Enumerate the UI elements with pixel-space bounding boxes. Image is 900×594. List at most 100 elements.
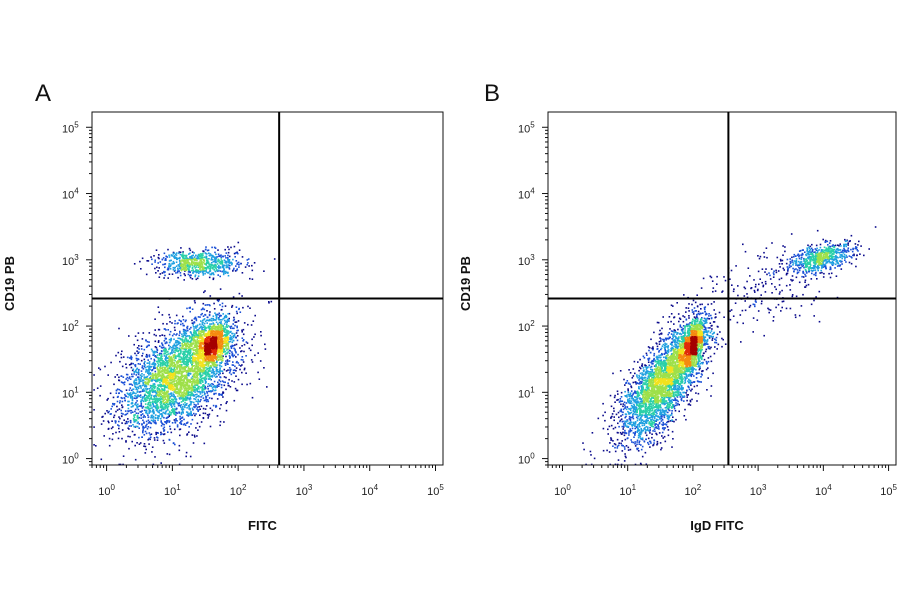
event-dot xyxy=(189,256,191,258)
event-dot xyxy=(209,356,212,359)
event-dot xyxy=(158,371,161,373)
event-dot xyxy=(151,389,153,392)
event-dot xyxy=(140,399,143,401)
event-dot xyxy=(183,359,185,361)
event-dot xyxy=(219,347,222,350)
event-dot xyxy=(174,371,176,374)
event-dot xyxy=(93,426,95,428)
event-dot xyxy=(183,332,185,335)
event-dot xyxy=(215,318,218,320)
event-dot xyxy=(152,365,155,368)
event-dot xyxy=(247,262,249,264)
event-dot xyxy=(196,324,199,327)
event-dot xyxy=(144,360,146,363)
event-dot xyxy=(153,358,156,361)
event-dot xyxy=(215,363,217,366)
event-dot xyxy=(197,359,199,361)
event-dot xyxy=(215,358,217,361)
event-dot xyxy=(218,383,221,385)
event-dot xyxy=(187,373,189,376)
event-dot xyxy=(167,329,169,331)
event-dot xyxy=(190,387,192,389)
event-dot xyxy=(140,376,142,379)
event-dot xyxy=(196,393,198,396)
event-dot xyxy=(219,326,221,329)
event-dot xyxy=(148,367,150,369)
event-dot xyxy=(153,421,156,424)
event-dot xyxy=(204,334,207,336)
event-dot xyxy=(140,417,142,419)
event-dot xyxy=(175,414,177,416)
event-dot xyxy=(144,445,147,448)
event-dot xyxy=(161,414,164,417)
event-dot xyxy=(146,370,149,372)
event-dot xyxy=(107,374,109,376)
event-dot xyxy=(179,389,182,391)
event-dot xyxy=(203,338,205,341)
event-dot xyxy=(185,340,188,342)
event-dot xyxy=(139,379,141,381)
event-dot xyxy=(174,421,176,423)
event-dot xyxy=(181,254,183,256)
event-dot xyxy=(134,352,136,355)
event-dot xyxy=(179,395,182,397)
event-dot xyxy=(141,399,144,401)
event-dot xyxy=(227,266,229,269)
event-dot xyxy=(110,361,112,364)
event-dot xyxy=(230,261,232,264)
event-dot xyxy=(220,362,222,364)
event-dot xyxy=(180,347,182,349)
event-dot xyxy=(182,319,185,321)
event-dot xyxy=(203,351,206,353)
event-dot xyxy=(217,343,220,345)
event-dot xyxy=(186,396,189,399)
event-dot xyxy=(180,350,182,353)
event-dot xyxy=(147,260,150,262)
panel-b-letter: B xyxy=(484,80,501,107)
event-dot xyxy=(200,363,202,365)
event-dot xyxy=(209,304,211,307)
event-dot xyxy=(175,391,177,394)
event-dot xyxy=(190,368,192,371)
event-dot xyxy=(147,422,150,424)
event-dot xyxy=(225,257,227,259)
event-dot xyxy=(144,397,146,400)
event-dot xyxy=(245,341,248,343)
event-dot xyxy=(194,393,197,396)
event-dot xyxy=(207,388,209,390)
event-dot xyxy=(201,264,204,266)
event-dot xyxy=(135,379,138,382)
event-dot xyxy=(216,352,219,354)
event-dot xyxy=(155,346,158,349)
event-dot xyxy=(213,327,216,330)
event-dot xyxy=(235,389,238,392)
event-dot xyxy=(199,354,201,357)
event-dot xyxy=(173,394,175,397)
event-dot xyxy=(207,400,210,403)
event-dot xyxy=(204,304,207,306)
event-dot xyxy=(172,393,175,395)
event-dot xyxy=(107,411,109,414)
event-dot xyxy=(168,355,171,357)
event-dot xyxy=(241,295,243,297)
event-dot xyxy=(187,350,189,352)
event-dot xyxy=(199,345,201,347)
event-dot xyxy=(131,397,134,400)
event-dot xyxy=(146,345,149,347)
event-dot xyxy=(134,364,136,366)
event-dot xyxy=(171,409,173,411)
event-dot xyxy=(216,386,218,388)
event-dot xyxy=(214,376,217,378)
event-dot xyxy=(215,368,218,370)
event-dot xyxy=(161,369,164,371)
event-dot xyxy=(203,331,205,334)
event-dot xyxy=(210,355,212,357)
event-dot xyxy=(202,407,205,410)
event-dot xyxy=(165,386,168,389)
event-dot xyxy=(212,318,214,320)
event-dot xyxy=(183,405,186,407)
event-dot xyxy=(131,402,134,404)
event-dot xyxy=(173,354,176,357)
event-dot xyxy=(133,343,135,346)
event-dot xyxy=(171,373,174,376)
